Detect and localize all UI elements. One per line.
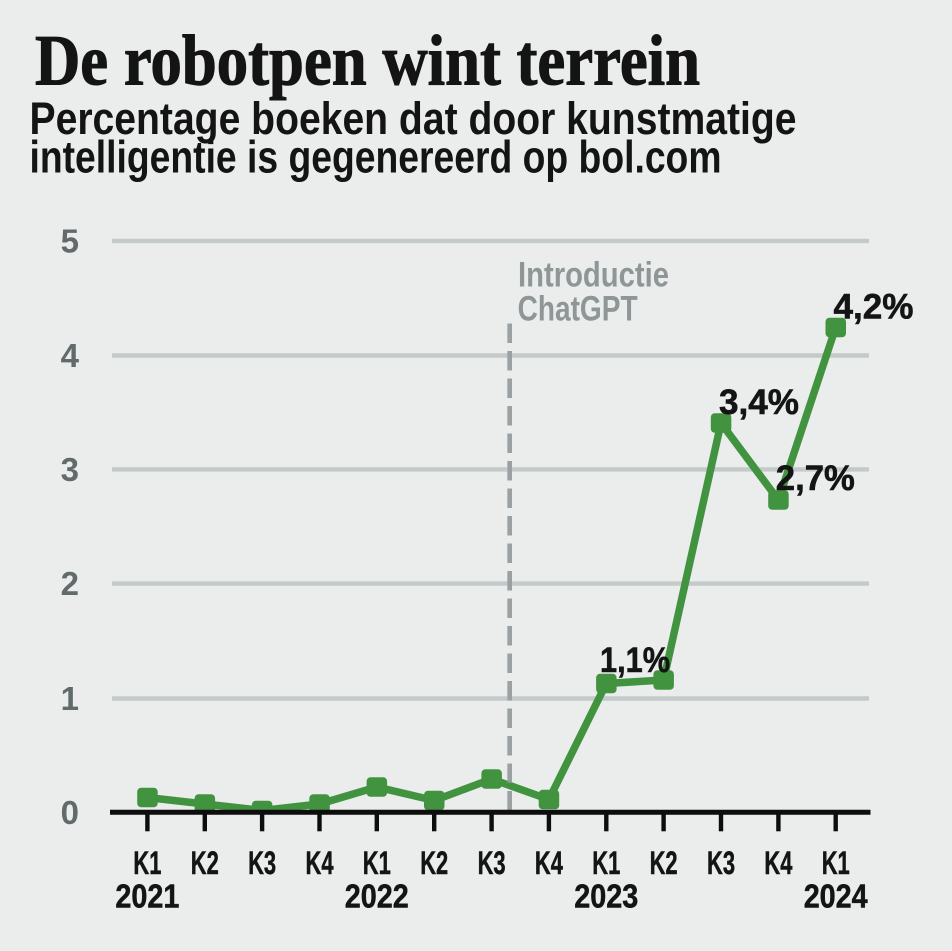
svg-text:0: 0 bbox=[61, 794, 79, 831]
svg-text:1: 1 bbox=[61, 680, 79, 717]
svg-text:2021: 2021 bbox=[115, 878, 179, 915]
svg-text:ChatGPT: ChatGPT bbox=[518, 290, 638, 329]
svg-text:K1: K1 bbox=[133, 845, 161, 881]
svg-text:K1: K1 bbox=[592, 845, 620, 881]
svg-text:3,4%: 3,4% bbox=[719, 383, 799, 422]
svg-text:K1: K1 bbox=[822, 845, 850, 881]
svg-text:De robotpen wint terrein: De robotpen wint terrein bbox=[35, 21, 700, 101]
svg-text:2024: 2024 bbox=[804, 878, 869, 915]
svg-text:K4: K4 bbox=[764, 845, 792, 881]
svg-text:3: 3 bbox=[61, 451, 79, 488]
svg-text:4: 4 bbox=[61, 337, 80, 374]
svg-text:K4: K4 bbox=[306, 845, 334, 881]
svg-text:K3: K3 bbox=[478, 845, 506, 881]
svg-text:K2: K2 bbox=[420, 845, 448, 881]
svg-text:intelligentie is gegenereerd o: intelligentie is gegenereerd op bol.com bbox=[30, 131, 722, 182]
svg-text:2,7%: 2,7% bbox=[776, 459, 855, 498]
svg-text:1,1%: 1,1% bbox=[600, 641, 670, 680]
svg-text:4,2%: 4,2% bbox=[834, 288, 914, 327]
svg-text:K3: K3 bbox=[707, 845, 735, 881]
svg-text:K3: K3 bbox=[248, 845, 276, 881]
svg-text:Percentage boeken dat door kun: Percentage boeken dat door kunstmatige bbox=[30, 93, 797, 144]
svg-text:2022: 2022 bbox=[345, 878, 409, 915]
svg-text:K2: K2 bbox=[650, 845, 678, 881]
svg-text:K2: K2 bbox=[191, 845, 219, 881]
svg-text:5: 5 bbox=[61, 222, 79, 259]
svg-text:Introductie: Introductie bbox=[518, 255, 669, 294]
svg-text:2: 2 bbox=[61, 565, 79, 602]
svg-text:2023: 2023 bbox=[574, 878, 638, 915]
svg-text:K4: K4 bbox=[535, 845, 563, 881]
svg-text:K1: K1 bbox=[363, 845, 391, 881]
